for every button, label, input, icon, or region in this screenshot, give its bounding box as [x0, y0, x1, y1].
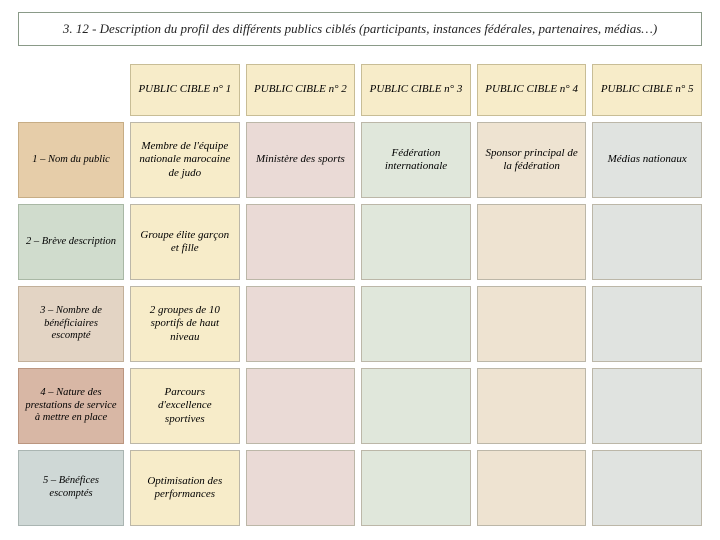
cell-r1-c1: Membre de l'équipe nationale marocaine d…	[130, 122, 240, 198]
cell-r5-c3	[361, 450, 471, 526]
cell-r5-c1: Optimisation des performances	[130, 450, 240, 526]
cell-r1-c5: Médias nationaux	[592, 122, 702, 198]
cell-r4-c3	[361, 368, 471, 444]
cell-r5-c5	[592, 450, 702, 526]
cell-r3-c1: 2 groupes de 10 sportifs de haut niveau	[130, 286, 240, 362]
corner-blank	[18, 64, 124, 116]
cell-r5-c4	[477, 450, 587, 526]
profile-grid: PUBLIC CIBLE n° 1 PUBLIC CIBLE n° 2 PUBL…	[18, 64, 702, 526]
row-label-3: 3 – Nombre de bénéficiaires escompté	[18, 286, 124, 362]
cell-r2-c4	[477, 204, 587, 280]
col-header-1: PUBLIC CIBLE n° 1	[130, 64, 240, 116]
cell-r4-c1: Parcours d'excellence sportives	[130, 368, 240, 444]
cell-r2-c1: Groupe élite garçon et fille	[130, 204, 240, 280]
col-header-2: PUBLIC CIBLE n° 2	[246, 64, 356, 116]
cell-r4-c2	[246, 368, 356, 444]
cell-r2-c2	[246, 204, 356, 280]
row-label-2: 2 – Brève description	[18, 204, 124, 280]
cell-r1-c3: Fédération internationale	[361, 122, 471, 198]
cell-r3-c2	[246, 286, 356, 362]
col-header-3: PUBLIC CIBLE n° 3	[361, 64, 471, 116]
cell-r1-c4: Sponsor principal de la fédération	[477, 122, 587, 198]
cell-r2-c3	[361, 204, 471, 280]
cell-r3-c3	[361, 286, 471, 362]
col-header-4: PUBLIC CIBLE n° 4	[477, 64, 587, 116]
row-label-5: 5 – Bénéfices escomptés	[18, 450, 124, 526]
cell-r4-c4	[477, 368, 587, 444]
row-label-4: 4 – Nature des prestations de service à …	[18, 368, 124, 444]
cell-r2-c5	[592, 204, 702, 280]
col-header-5: PUBLIC CIBLE n° 5	[592, 64, 702, 116]
page-title: 3. 12 - Description du profil des différ…	[18, 12, 702, 46]
cell-r5-c2	[246, 450, 356, 526]
cell-r4-c5	[592, 368, 702, 444]
cell-r3-c5	[592, 286, 702, 362]
row-label-1: 1 – Nom du public	[18, 122, 124, 198]
cell-r3-c4	[477, 286, 587, 362]
cell-r1-c2: Ministère des sports	[246, 122, 356, 198]
